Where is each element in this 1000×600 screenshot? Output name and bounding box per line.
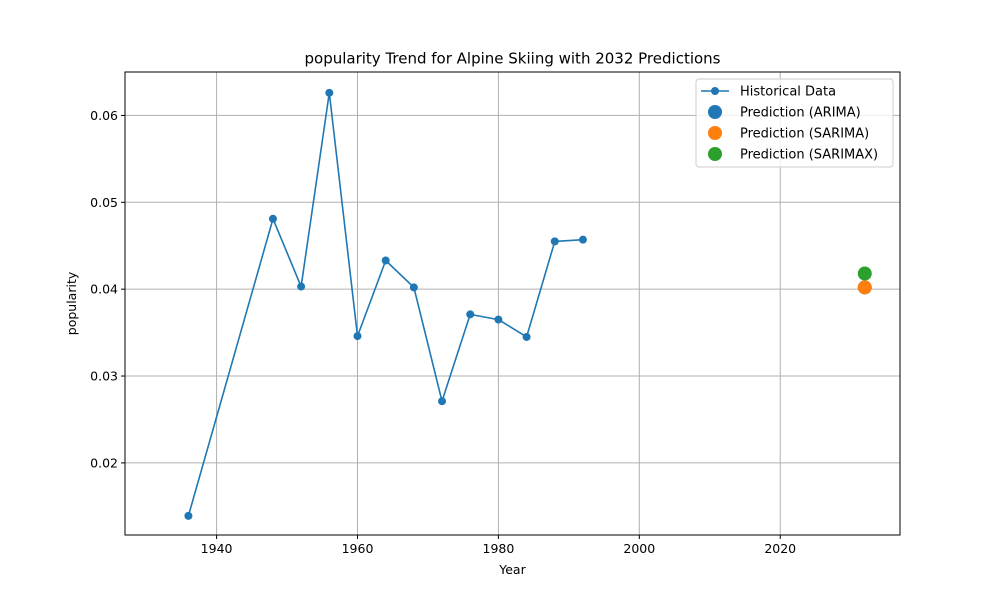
data-point [578,235,587,244]
data-point [353,332,362,341]
data-point [325,88,334,97]
data-point [381,256,390,265]
series-line-historical [187,92,584,517]
data-point [297,282,306,291]
x-tick-label: 2020 [764,541,796,556]
y-axis-ticks: 0.02 0.03 0.04 0.05 0.06 [90,108,125,470]
legend-label: Prediction (SARIMAX) [740,148,878,163]
data-point [494,315,503,324]
legend-frame [695,78,894,168]
x-tick-label: 1980 [483,541,515,556]
data-point [409,283,418,292]
legend-label: Prediction (SARIMA) [740,127,869,142]
y-tick-label: 0.05 [90,195,118,210]
x-axis-label: Year [498,562,526,577]
x-axis-ticks: 1940 1960 1980 2000 2020 [201,535,796,556]
y-axis-label: popularity [64,271,79,335]
x-tick-label: 2000 [623,541,655,556]
y-tick-label: 0.02 [90,455,118,470]
data-point [438,397,447,406]
legend-marker [711,87,719,95]
x-tick-label: 1960 [342,541,374,556]
legend: Historical Data Prediction (ARIMA) Predict… [695,78,894,168]
data-point [466,310,475,319]
legend-label: Prediction (ARIMA) [740,106,861,121]
data-point [550,237,559,246]
prediction-point-2 [857,280,872,295]
y-tick-label: 0.03 [90,369,118,384]
data-point [268,214,277,223]
data-point [522,332,531,341]
y-tick-label: 0.06 [90,108,118,123]
x-tick-label: 1940 [201,541,233,556]
legend-label: Historical Data [740,85,836,100]
legend-marker [708,105,722,119]
data-point [184,511,193,520]
y-tick-label: 0.04 [90,282,118,297]
plot-frame [124,71,901,536]
prediction-point-3 [857,266,872,281]
chart-title: popularity Trend for Alpine Skiing with … [305,50,721,68]
series-layer [184,88,872,520]
legend-marker [708,126,722,140]
legend-marker [708,147,722,161]
